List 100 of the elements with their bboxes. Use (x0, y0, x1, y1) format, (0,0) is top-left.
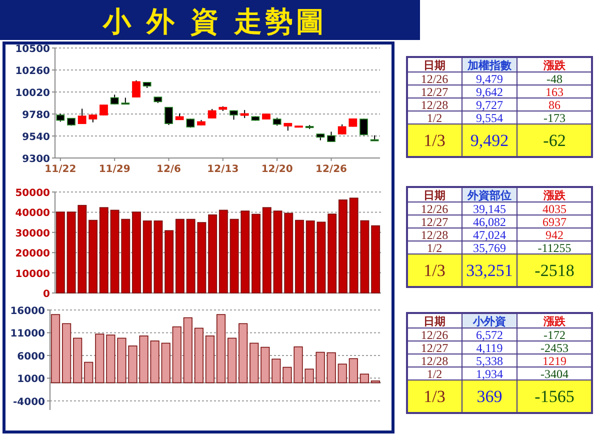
category-label: 日期 (424, 315, 446, 328)
text: 9,642 (476, 85, 503, 99)
text: -3404 (540, 367, 568, 381)
text: 35,769 (473, 241, 506, 255)
y-tick-label: 9540 (22, 132, 50, 143)
category-label: 漲跌 (542, 189, 566, 202)
text: 1/3 (424, 261, 446, 280)
bar (110, 210, 120, 294)
bar (348, 358, 358, 384)
text: 6937 (542, 215, 566, 229)
text: 9,727 (476, 98, 503, 112)
bar (172, 326, 182, 384)
text: 4,119 (476, 341, 503, 355)
bar (216, 314, 226, 384)
text: 12/27 (420, 85, 448, 99)
text: 5,338 (476, 354, 503, 368)
candlestick (132, 80, 140, 98)
text: -48 (546, 72, 562, 86)
text: -11255 (538, 241, 572, 255)
text: 47,024 (473, 228, 506, 242)
category-label: 日期 (424, 59, 446, 72)
bar (316, 222, 326, 294)
bar (218, 210, 228, 294)
text: 12/27 (420, 341, 448, 355)
text: 1/3 (424, 387, 446, 406)
category-label: 日期 (424, 189, 446, 202)
y-tick-label: 9300 (22, 154, 50, 165)
bar (328, 214, 337, 294)
candlestick (208, 108, 216, 119)
category-label: 漲跌 (542, 315, 566, 328)
text: 1/2 (426, 241, 442, 255)
text: 1,934 (476, 367, 503, 381)
y-tick-label: 10020 (15, 88, 50, 99)
bar (273, 210, 282, 294)
bar (306, 220, 315, 294)
y-tick-label: 1000 (17, 374, 46, 386)
candlestick (360, 118, 368, 136)
category-label: 漲跌 (542, 59, 566, 72)
x-tick-label: 12/26 (316, 164, 348, 175)
candlestick (78, 108, 86, 124)
candlestick (110, 94, 119, 105)
bar (73, 338, 82, 384)
text: 163 (546, 85, 564, 99)
y-tick-label: 40000 (15, 208, 50, 220)
bar (205, 336, 215, 384)
text: -2453 (540, 341, 568, 355)
text: 9,492 (470, 131, 509, 150)
y-tick-label: 20000 (15, 248, 50, 260)
text: 12/26 (420, 328, 448, 342)
y-tick-label: 30000 (15, 228, 50, 240)
text: -62 (543, 131, 566, 150)
bar (252, 214, 261, 294)
y-tick-label: 50000 (15, 188, 50, 199)
bar (316, 352, 325, 384)
bar (338, 199, 348, 294)
bar (238, 323, 248, 384)
x-tick-label: 11/22 (44, 164, 76, 175)
bar (295, 220, 304, 294)
bar (175, 218, 184, 294)
candlestick (338, 124, 346, 135)
bar (150, 340, 160, 384)
bar (338, 364, 347, 384)
bar (284, 212, 294, 294)
bar (142, 220, 152, 294)
y-tick-label: 6000 (17, 351, 46, 362)
y-tick-label: 10000 (15, 268, 50, 280)
bar (371, 225, 380, 294)
category-label: 外資部位 (466, 189, 512, 202)
text: 33,251 (466, 261, 513, 280)
bar (154, 220, 163, 294)
bar (228, 338, 237, 384)
bar (56, 212, 65, 294)
bar (50, 314, 60, 384)
text: 4035 (542, 202, 566, 216)
chart-title: 小 外 資 走勢圖 (102, 5, 328, 38)
text: 12/27 (420, 215, 448, 229)
y-tick-label: -4000 (13, 396, 46, 408)
bar (183, 317, 192, 384)
text: -172 (544, 328, 566, 342)
text: 12/26 (420, 72, 448, 86)
bar (164, 230, 174, 294)
x-tick-label: 11/29 (98, 164, 130, 175)
x-tick-label: 12/13 (207, 164, 239, 175)
bar (99, 207, 108, 294)
bar (88, 220, 98, 294)
y-tick-label: 16000 (10, 306, 46, 317)
text: 12/28 (420, 98, 448, 112)
y-tick-label: 10500 (15, 44, 50, 55)
text: 369 (476, 387, 502, 406)
category-label: 加權指數 (466, 59, 512, 72)
text: 12/26 (420, 202, 448, 216)
text: 1219 (542, 354, 566, 368)
text: 9,554 (476, 111, 503, 125)
bar (272, 358, 281, 384)
x-tick-label: 12/20 (261, 164, 293, 175)
bar (121, 218, 130, 294)
text: 1/3 (424, 131, 446, 150)
text: -173 (544, 111, 566, 125)
bar (161, 342, 170, 384)
text: 39,145 (473, 202, 506, 216)
